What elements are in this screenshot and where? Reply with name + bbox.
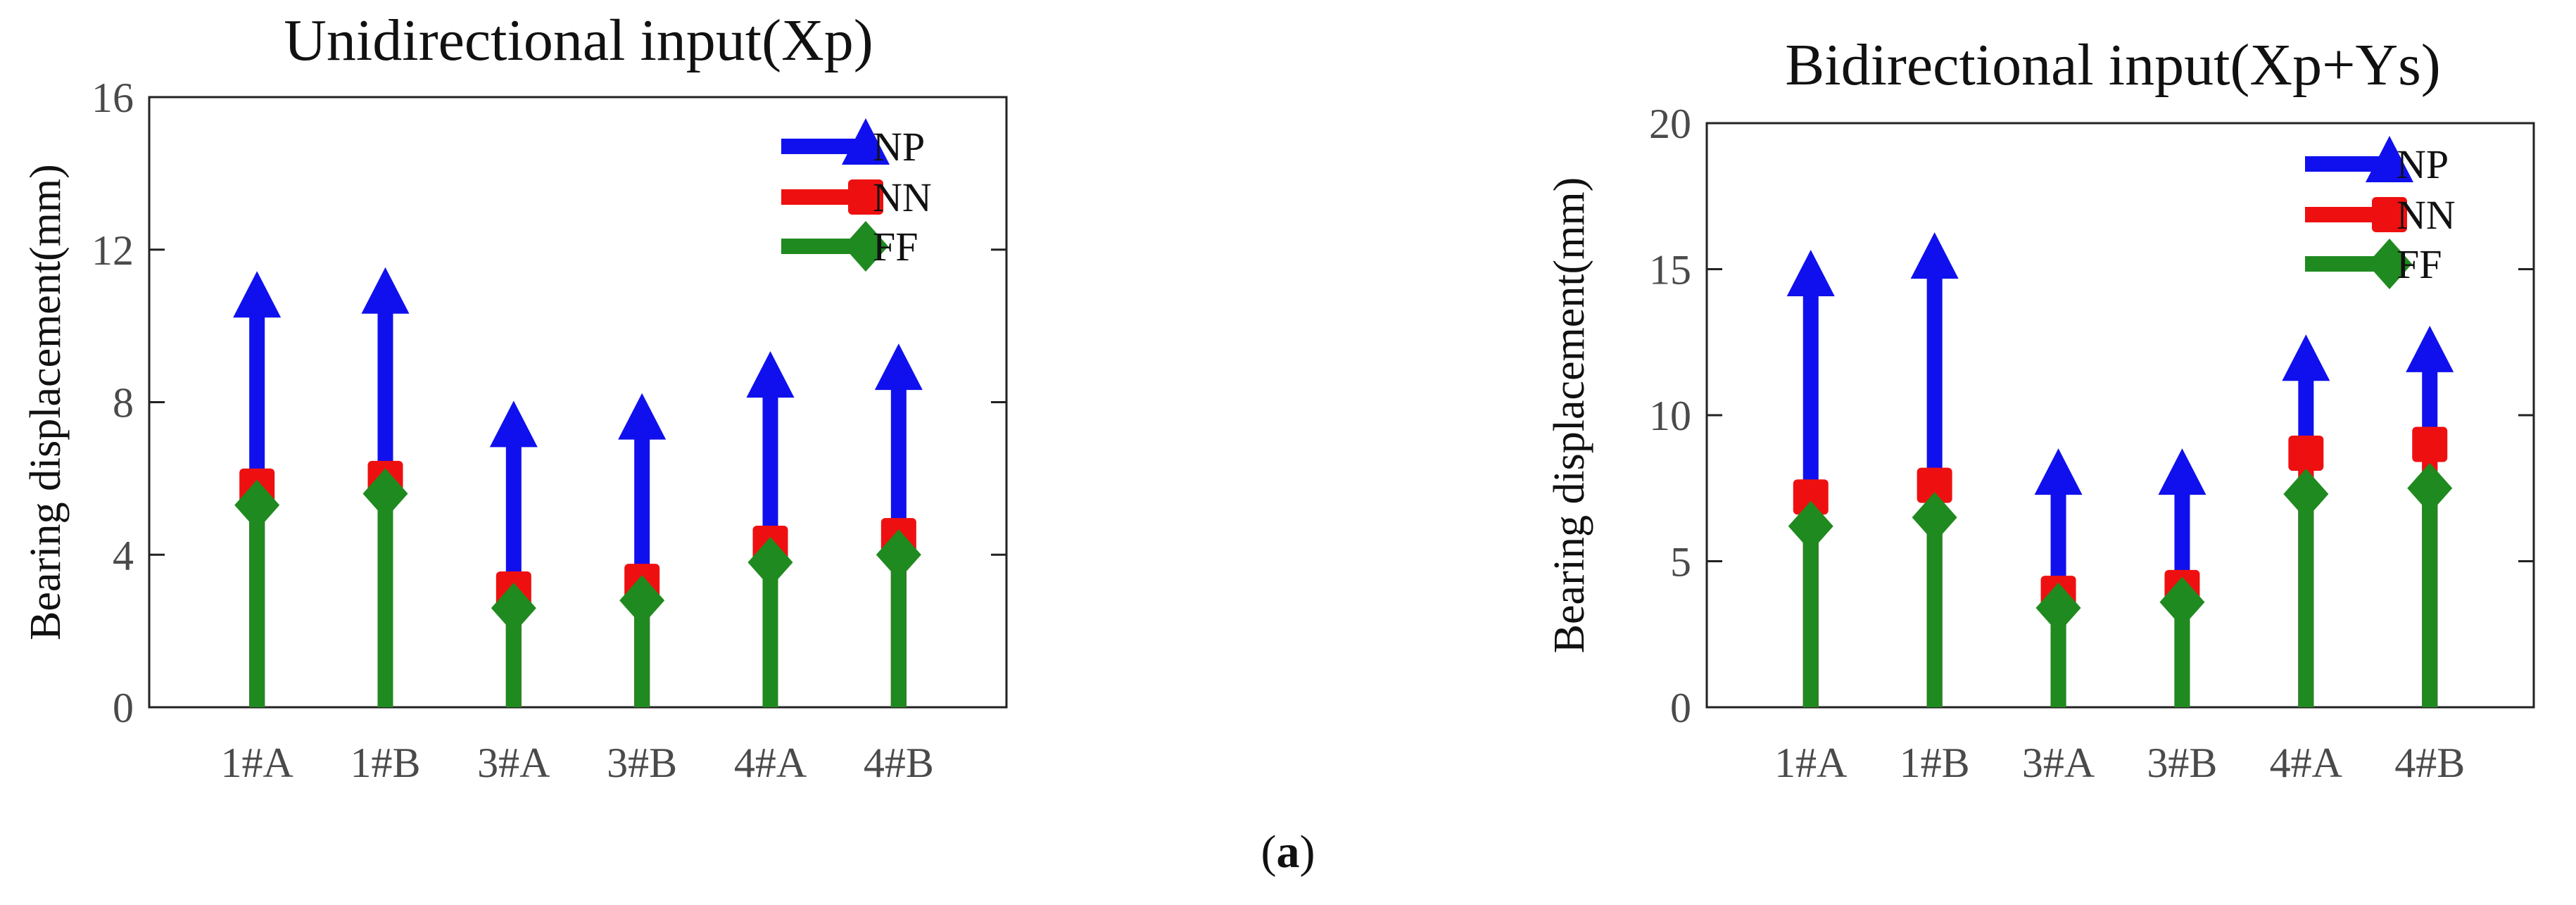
x-tick-label-3-a: 3#A	[477, 740, 550, 786]
marker-np-1-b	[361, 267, 410, 314]
y-tick-label: 8	[113, 380, 134, 426]
marker-ff-3-a	[2035, 582, 2081, 633]
chart-title: Unidirectional input(Xp)	[284, 8, 873, 73]
marker-np-4-b	[2406, 325, 2454, 372]
legend-marker-ff	[843, 221, 888, 272]
marker-ff-3-b	[619, 575, 665, 626]
marker-ff-4-b	[876, 529, 921, 581]
marker-ff-1-a	[1788, 500, 1833, 552]
marker-ff-3-b	[2159, 576, 2205, 628]
marker-np-4-a	[2282, 334, 2330, 381]
legend-label-nn: NN	[2397, 192, 2456, 238]
marker-np-3-b	[618, 393, 667, 440]
legend-marker-nn	[848, 179, 883, 215]
chart-bidirectional: Bidirectional input(Xp+Ys) Bearing displa…	[1546, 32, 2535, 786]
marker-np-1-a	[233, 271, 282, 318]
y-tick-label: 12	[91, 227, 134, 274]
marker-ff-3-a	[491, 583, 536, 634]
marker-nn-1-b	[1917, 467, 1952, 503]
x-tick-label-1-b: 1#B	[350, 740, 420, 786]
y-tick-label: 16	[91, 75, 134, 121]
x-tick-label-4-a: 4#A	[2270, 740, 2342, 786]
marker-np-1-b	[1910, 232, 1959, 279]
legend-label-nn: NN	[873, 175, 932, 220]
x-tick-label-4-a: 4#A	[734, 740, 807, 786]
y-axis-label: Bearing displacement(mm)	[1546, 177, 1593, 654]
marker-nn-1-a	[1793, 479, 1829, 515]
marker-nn-4-b	[2412, 426, 2448, 462]
caption-label: a	[1277, 826, 1300, 878]
legend-label-np: NP	[873, 124, 925, 170]
x-tick-label-3-b: 3#B	[2147, 740, 2217, 786]
x-tick-label-4-b: 4#B	[864, 740, 934, 786]
marker-nn-4-a	[2288, 435, 2324, 471]
marker-ff-4-b	[2407, 462, 2453, 514]
marker-np-4-a	[746, 350, 795, 398]
x-tick-label-4-b: 4#B	[2394, 740, 2465, 786]
y-tick-label: 5	[1670, 539, 1691, 586]
y-tick-label: 4	[113, 532, 134, 578]
chart-title: Bidirectional input(Xp+Ys)	[1785, 32, 2441, 98]
legend-label-ff: FF	[2397, 241, 2442, 287]
y-tick-label: 10	[1649, 393, 1691, 439]
marker-ff-1-a	[234, 479, 280, 531]
marker-ff-1-b	[362, 468, 408, 519]
marker-np-3-b	[2158, 448, 2206, 495]
marker-np-3-a	[489, 400, 538, 448]
x-tick-label-3-a: 3#A	[2022, 740, 2095, 786]
x-tick-label-3-b: 3#B	[607, 740, 677, 786]
legend-marker-ff	[2367, 239, 2412, 289]
x-tick-label-1-a: 1#A	[220, 740, 293, 786]
legend-label-ff: FF	[873, 224, 918, 270]
marker-np-4-b	[874, 343, 923, 391]
legend-marker-np	[2366, 136, 2413, 182]
y-tick-label: 0	[1670, 685, 1691, 731]
marker-np-1-a	[1786, 249, 1835, 296]
figure-caption: (a)	[1261, 826, 1315, 878]
chart-unidirectional: Unidirectional input(Xp) Bearing displace…	[22, 8, 1008, 786]
y-tick-label: 15	[1649, 247, 1691, 293]
x-tick-label-1-a: 1#A	[1774, 740, 1847, 786]
y-tick-label: 0	[113, 685, 134, 731]
marker-ff-4-a	[2283, 469, 2329, 520]
y-axis-label: Bearing displacement(mm)	[22, 164, 70, 640]
marker-np-3-a	[2034, 448, 2083, 495]
y-tick-label: 20	[1649, 101, 1691, 147]
x-tick-label-1-b: 1#B	[1900, 740, 1970, 786]
marker-ff-4-a	[747, 537, 793, 588]
legend-marker-np	[842, 118, 890, 165]
marker-ff-1-b	[1912, 492, 1957, 543]
legend-marker-nn	[2372, 197, 2407, 232]
legend-label-np: NP	[2397, 141, 2449, 187]
